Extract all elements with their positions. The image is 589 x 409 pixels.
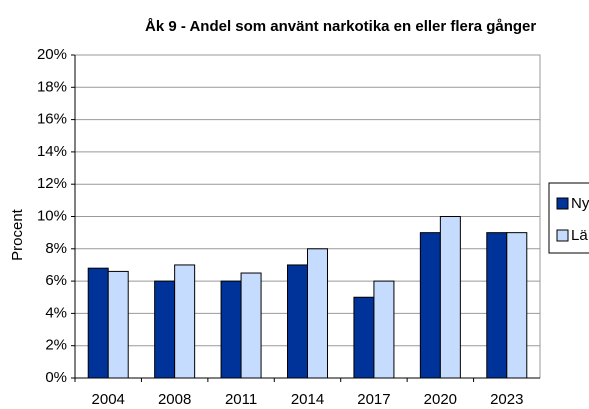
bar bbox=[419, 232, 441, 379]
y-axis-label: Procent bbox=[9, 208, 26, 261]
x-tick-label: 2023 bbox=[490, 391, 523, 408]
bar bbox=[307, 248, 328, 379]
x-tick-label: 2014 bbox=[291, 391, 324, 408]
bar bbox=[87, 267, 109, 379]
chart-title: Åk 9 - Andel som använt narkotika en ell… bbox=[145, 18, 536, 35]
legend-swatch bbox=[556, 197, 569, 210]
bar bbox=[506, 232, 528, 379]
y-tick-label: 8% bbox=[45, 240, 67, 257]
y-tick-label: 2% bbox=[45, 337, 67, 354]
x-tick-label: 2020 bbox=[424, 391, 457, 408]
y-tick-label: 12% bbox=[37, 175, 67, 192]
bar bbox=[287, 264, 308, 379]
y-tick-label: 16% bbox=[37, 111, 67, 128]
bar bbox=[107, 270, 129, 379]
bar bbox=[154, 280, 176, 379]
x-tick-label: 2008 bbox=[158, 391, 191, 408]
bar bbox=[174, 264, 196, 379]
legend-swatch bbox=[556, 229, 569, 242]
y-tick-label: 0% bbox=[45, 369, 67, 386]
bar bbox=[353, 296, 375, 379]
bar bbox=[220, 280, 242, 379]
y-tick-label: 14% bbox=[37, 143, 67, 160]
bar bbox=[486, 232, 508, 379]
legend-label: Ny bbox=[571, 195, 589, 212]
legend-label: Lä bbox=[571, 227, 588, 244]
y-tick-label: 6% bbox=[45, 272, 67, 289]
bar bbox=[240, 272, 262, 379]
y-tick-label: 18% bbox=[37, 78, 67, 95]
legend-box bbox=[548, 182, 589, 254]
y-tick-label: 20% bbox=[37, 46, 67, 63]
x-tick-label: 2004 bbox=[92, 391, 125, 408]
bar bbox=[439, 216, 461, 379]
x-tick-label: 2011 bbox=[225, 391, 257, 408]
y-tick-label: 4% bbox=[45, 304, 67, 321]
y-tick-label: 10% bbox=[37, 207, 67, 224]
bar bbox=[373, 280, 395, 379]
x-tick-label: 2017 bbox=[357, 391, 390, 408]
